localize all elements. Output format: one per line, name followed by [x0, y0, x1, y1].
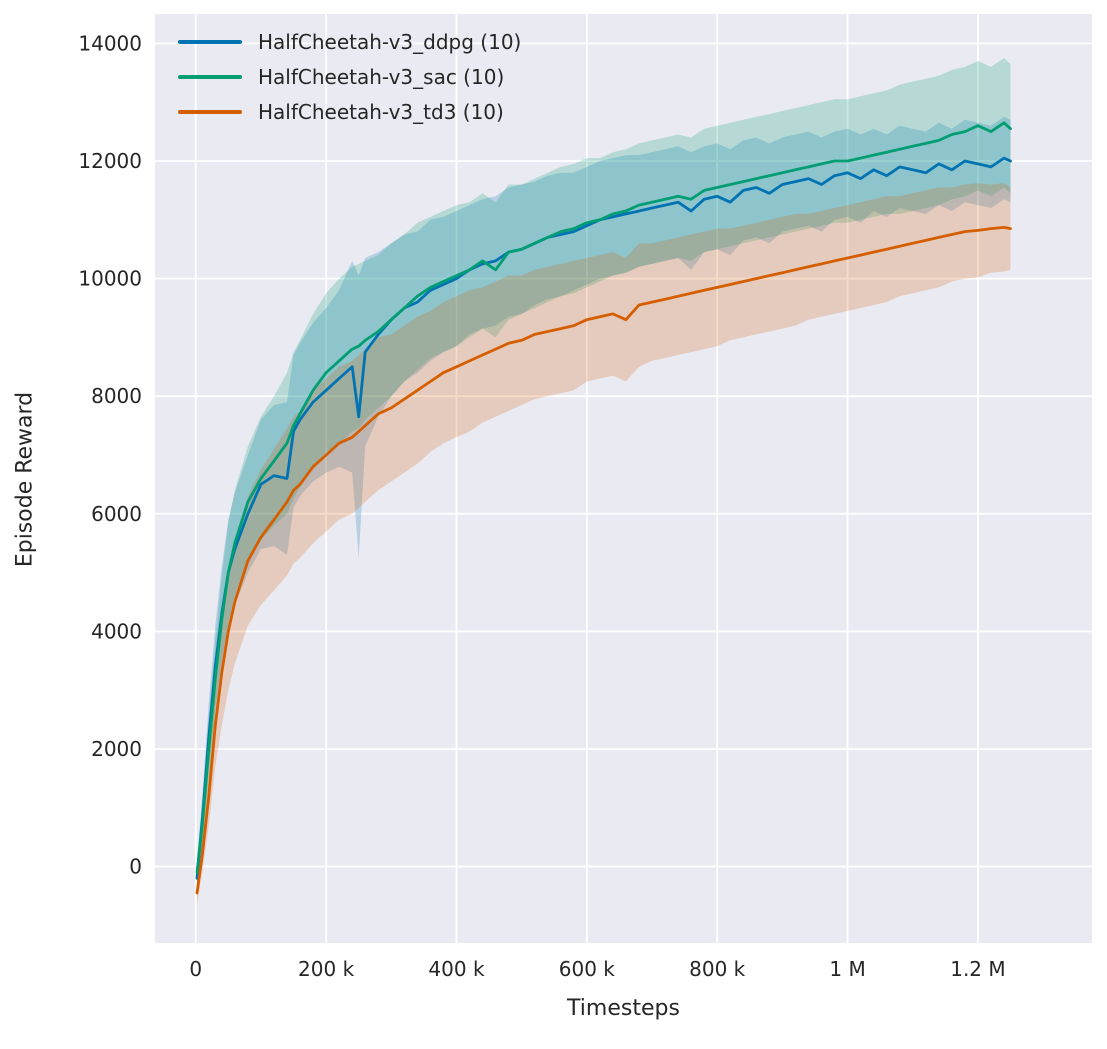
y-tick-label: 2000: [91, 737, 142, 761]
y-tick-label: 14000: [78, 31, 142, 55]
x-tick-label: 800 k: [689, 957, 746, 981]
legend-item-ddpg: HalfCheetah-v3_ddpg (10): [178, 30, 521, 54]
legend-line-td3: [178, 110, 242, 114]
x-axis-label: Timesteps: [567, 996, 680, 1021]
x-tick-label: 1 M: [829, 957, 865, 981]
series-line-0: [195, 156, 1012, 880]
y-tick-label: 0: [129, 855, 142, 879]
x-tick-label: 400 k: [428, 957, 485, 981]
y-tick-label: 8000: [91, 384, 142, 408]
y-tick-label: 4000: [91, 619, 142, 643]
legend-item-td3: HalfCheetah-v3_td3 (10): [178, 100, 521, 124]
x-tick-label: 200 k: [298, 957, 355, 981]
x-tick-label: 600 k: [559, 957, 616, 981]
y-tick-label: 6000: [91, 502, 142, 526]
confidence-band-2: [197, 183, 1011, 905]
y-tick-label: 10000: [78, 267, 142, 291]
legend-label-td3: HalfCheetah-v3_td3 (10): [258, 100, 504, 124]
legend: HalfCheetah-v3_ddpg (10) HalfCheetah-v3_…: [178, 30, 521, 124]
legend-label-sac: HalfCheetah-v3_sac (10): [258, 65, 505, 89]
y-tick-label: 12000: [78, 149, 142, 173]
confidence-band-1: [197, 58, 1011, 888]
x-tick-label: 0: [189, 957, 202, 981]
legend-line-ddpg: [178, 40, 242, 44]
legend-line-sac: [178, 75, 242, 79]
legend-item-sac: HalfCheetah-v3_sac (10): [178, 65, 521, 89]
axes-background: [155, 14, 1092, 943]
series-line-1: [195, 121, 1012, 874]
series-line-2: [195, 225, 1012, 895]
legend-label-ddpg: HalfCheetah-v3_ddpg (10): [258, 30, 522, 54]
y-axis-label: Episode Reward: [12, 391, 38, 568]
x-tick-label: 1.2 M: [950, 957, 1005, 981]
